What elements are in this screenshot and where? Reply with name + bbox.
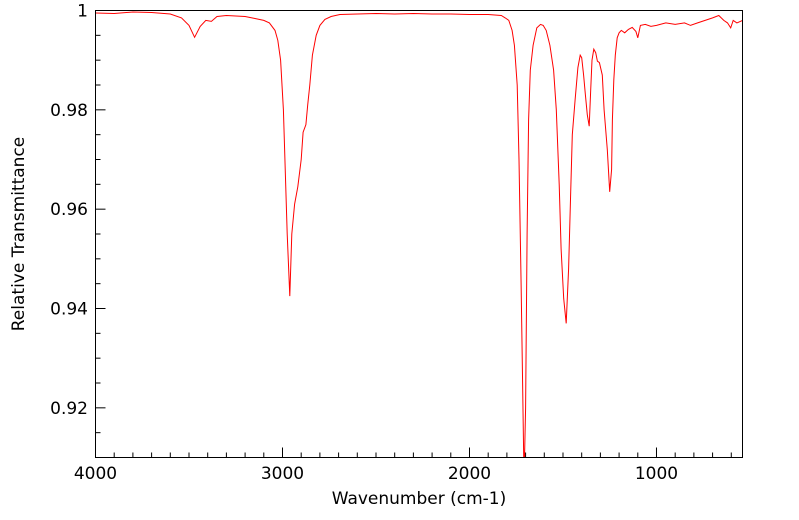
tick-labels: 4000 3000 2000 1000 0.92 0.94 0.96 0.98 1 — [50, 2, 678, 485]
y-tick-label: 0.94 — [50, 300, 88, 320]
plot-frame — [95, 10, 743, 458]
spectrum-line — [95, 11, 743, 458]
x-tick-label: 1000 — [635, 464, 678, 484]
axis-ticks — [95, 10, 732, 458]
y-tick-label: 0.92 — [50, 399, 88, 419]
y-axis-label: Relative Transmittance — [9, 137, 29, 332]
y-tick-label: 0.98 — [50, 101, 88, 121]
y-tick-label: 0.96 — [50, 200, 88, 220]
x-axis-label: Wavenumber (cm-1) — [332, 489, 507, 509]
y-tick-label: 1 — [77, 2, 88, 22]
x-tick-label: 4000 — [74, 464, 117, 484]
x-tick-label: 2000 — [448, 464, 491, 484]
x-tick-label: 3000 — [261, 464, 304, 484]
